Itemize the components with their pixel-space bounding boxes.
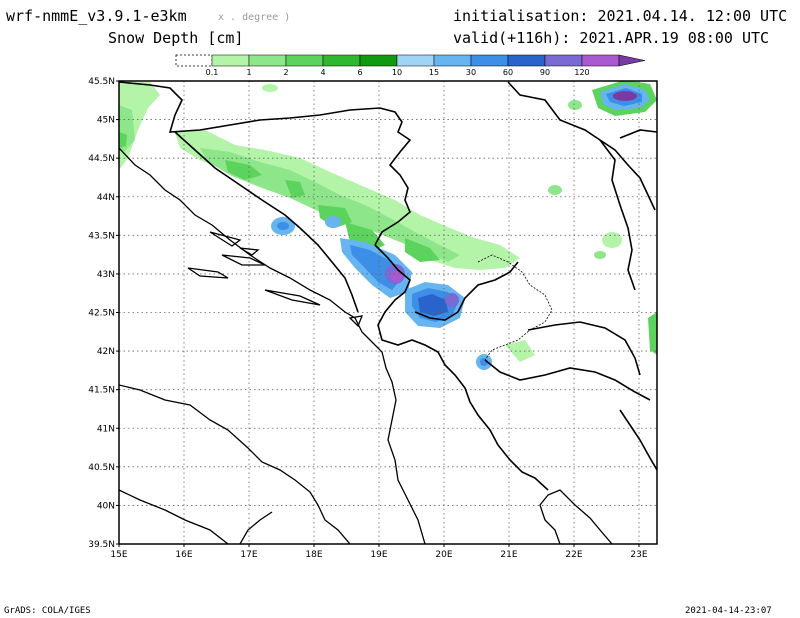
legend-label: 30 xyxy=(466,68,476,77)
legend-label: 10 xyxy=(392,68,402,77)
lat-lon-grid xyxy=(119,81,657,544)
legend-color-box xyxy=(581,54,620,67)
legend-color-box xyxy=(470,54,509,67)
lat-tick-label: 42N xyxy=(97,347,115,357)
lat-tick-label: 44.5N xyxy=(88,154,115,164)
legend-color-box xyxy=(507,54,546,67)
legend-label: 120 xyxy=(574,68,589,77)
valid-time: valid(+116h): 2021.APR.19 08:00 UTC xyxy=(453,29,769,47)
model-title: wrf-nmmE_v3.9.1-e3km xyxy=(6,7,187,25)
legend-label: 1 xyxy=(246,68,251,77)
legend-color-box xyxy=(248,54,287,67)
legend-max-arrow xyxy=(618,54,646,67)
lat-tick-label: 39.5N xyxy=(88,540,115,550)
coastlines xyxy=(119,147,613,544)
legend-color-box xyxy=(433,54,472,67)
lon-tick-label: 19E xyxy=(370,550,387,560)
lon-tick-label: 22E xyxy=(565,550,582,560)
legend-label: 15 xyxy=(429,68,439,77)
lon-tick-label: 18E xyxy=(305,550,322,560)
init-time: initialisation: 2021.04.14. 12:00 UTC xyxy=(453,7,787,25)
lat-tick-label: 44N xyxy=(97,193,115,203)
legend-below-box xyxy=(175,54,213,67)
lon-tick-label: 15E xyxy=(110,550,127,560)
latitude-axis: 45.5N 45N 44.5N 44N 43.5N 43N 42.5N 42N 41.5N 41N… xyxy=(88,77,119,550)
lat-tick-label: 40N xyxy=(97,501,115,511)
lon-tick-label: 21E xyxy=(500,550,517,560)
legend-label: 0.1 xyxy=(206,68,219,77)
lat-tick-label: 41.5N xyxy=(88,386,115,396)
lat-tick-label: 45N xyxy=(97,116,115,126)
lon-tick-label: 16E xyxy=(175,550,192,560)
legend-color-box xyxy=(322,54,361,67)
legend-color-box xyxy=(544,54,583,67)
legend-color-box xyxy=(211,54,250,67)
lat-tick-label: 43.5N xyxy=(88,231,115,241)
footer-timestamp: 2021-04-14-23:07 xyxy=(685,606,772,616)
legend-label: 4 xyxy=(320,68,325,77)
color-legend: 0.1 1 2 4 6 10 15 30 60 90 120 xyxy=(175,54,646,77)
lon-tick-label: 23E xyxy=(630,550,647,560)
lat-tick-label: 45.5N xyxy=(88,77,115,87)
legend-label: 2 xyxy=(283,68,288,77)
model-title-suffix: x . degree ) xyxy=(218,12,290,23)
footer-credit: GrADS: COLA/IGES xyxy=(4,606,91,616)
longitude-axis: 15E 16E 17E 18E 19E 20E 21E 22E 23E xyxy=(110,544,648,560)
legend-label: 60 xyxy=(503,68,513,77)
lat-tick-label: 41N xyxy=(97,424,115,434)
lat-tick-label: 43N xyxy=(97,270,115,280)
legend-label: 90 xyxy=(540,68,550,77)
field-title: Snow Depth [cm] xyxy=(108,29,243,47)
lon-tick-label: 20E xyxy=(435,550,452,560)
snow-depth-shading xyxy=(119,81,657,370)
legend-color-box xyxy=(359,54,398,67)
lat-tick-label: 42.5N xyxy=(88,309,115,319)
lat-tick-label: 40.5N xyxy=(88,463,115,473)
legend-color-box xyxy=(285,54,324,67)
legend-color-box xyxy=(396,54,435,67)
lon-tick-label: 17E xyxy=(240,550,257,560)
country-borders xyxy=(119,81,657,491)
legend-label: 6 xyxy=(357,68,362,77)
map-contents xyxy=(119,81,657,544)
